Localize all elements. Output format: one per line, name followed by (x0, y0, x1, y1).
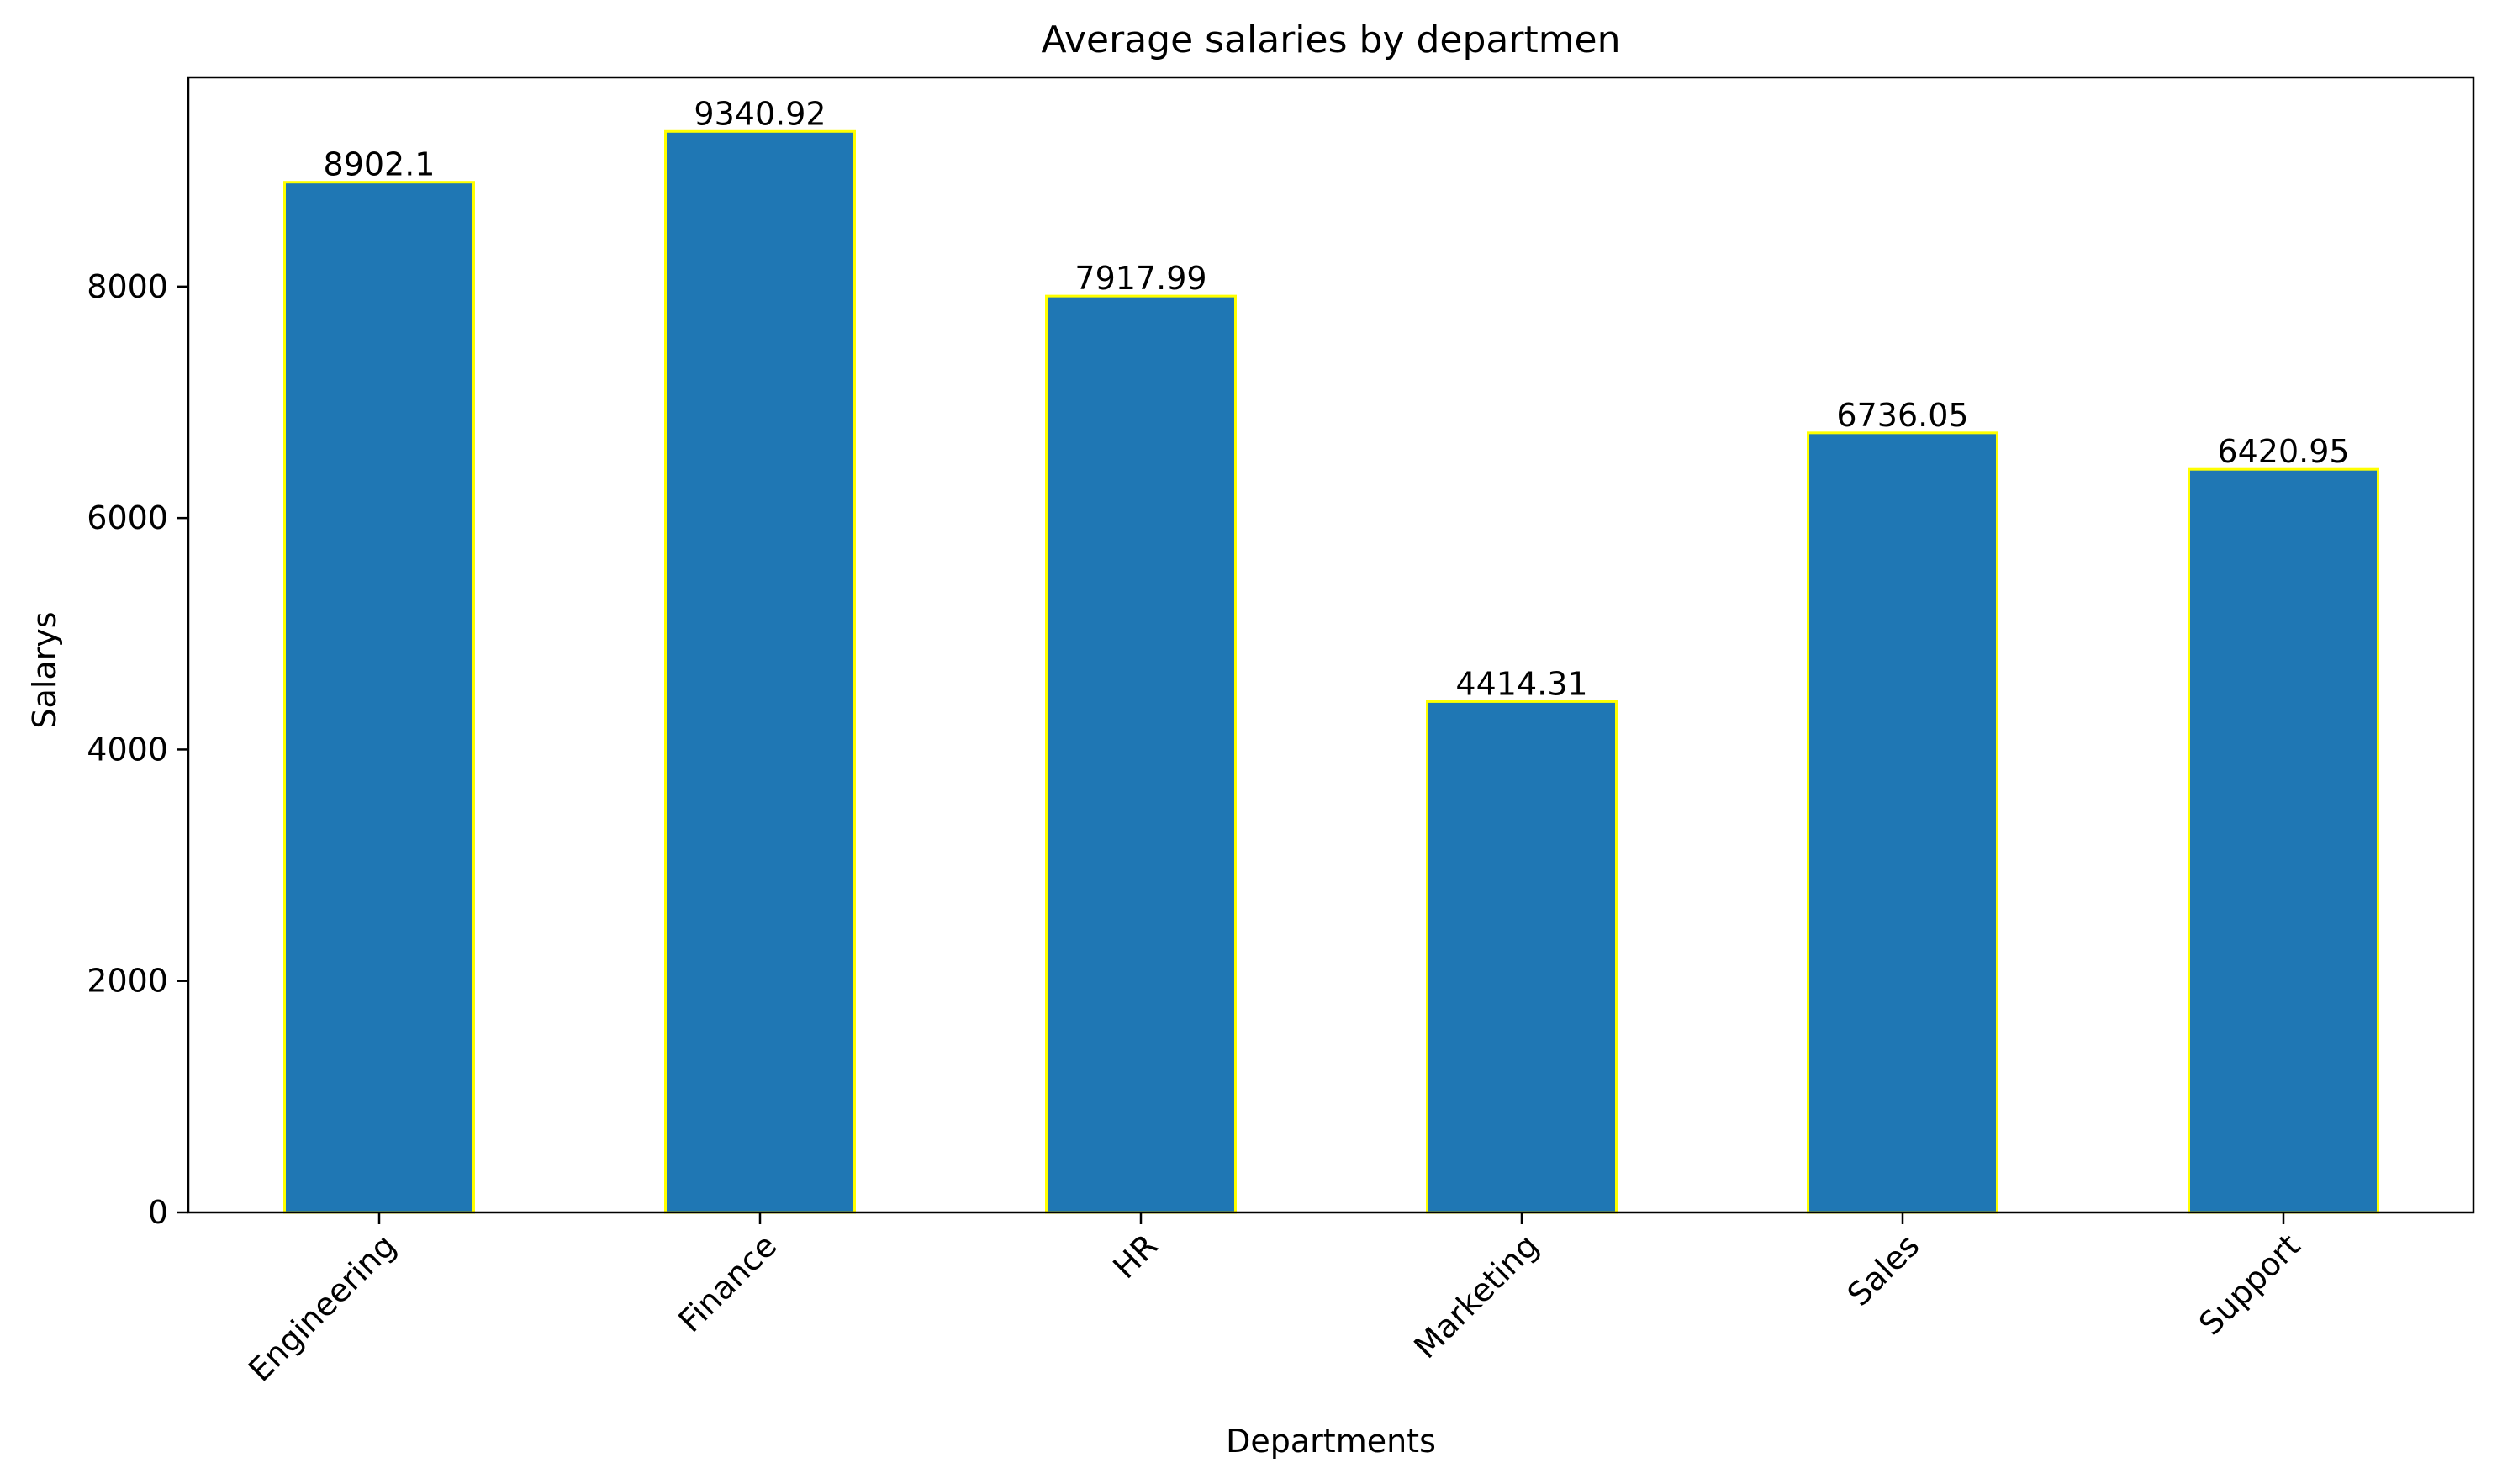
data-label-finance: 9340.92 (694, 95, 826, 132)
bar-marketing (1426, 700, 1618, 1214)
y-axis-label: Salarys (26, 611, 63, 728)
y-tick-label: 4000 (87, 731, 168, 768)
data-label-sales: 6736.05 (1836, 397, 1968, 434)
y-tick-label: 8000 (87, 268, 168, 305)
bar-support (2188, 467, 2379, 1214)
y-tick-label: 6000 (87, 499, 168, 536)
y-tick-label: 2000 (87, 963, 168, 1000)
bar-sales (1807, 431, 1998, 1214)
x-axis-label: Departments (1226, 1423, 1436, 1460)
y-axis-ticks: 0 2000 4000 6000 8000 (87, 268, 188, 1231)
data-label-support: 6420.95 (2217, 433, 2349, 470)
y-tick-label: 0 (148, 1194, 168, 1231)
data-label-hr: 7917.99 (1074, 260, 1206, 297)
bars-group (283, 129, 2379, 1214)
data-label-marketing: 4414.31 (1455, 665, 1587, 702)
bar-engineering (283, 181, 475, 1214)
bar-finance (664, 129, 856, 1214)
data-labels-group: 8902.1 9340.92 7917.99 4414.31 6736.05 6420.9… (324, 95, 2350, 702)
plot-frame (187, 76, 2475, 1214)
chart-title: Average salaries by departmen (1041, 18, 1620, 61)
data-label-engineering: 8902.1 (324, 146, 436, 183)
bar-hr (1045, 294, 1237, 1214)
